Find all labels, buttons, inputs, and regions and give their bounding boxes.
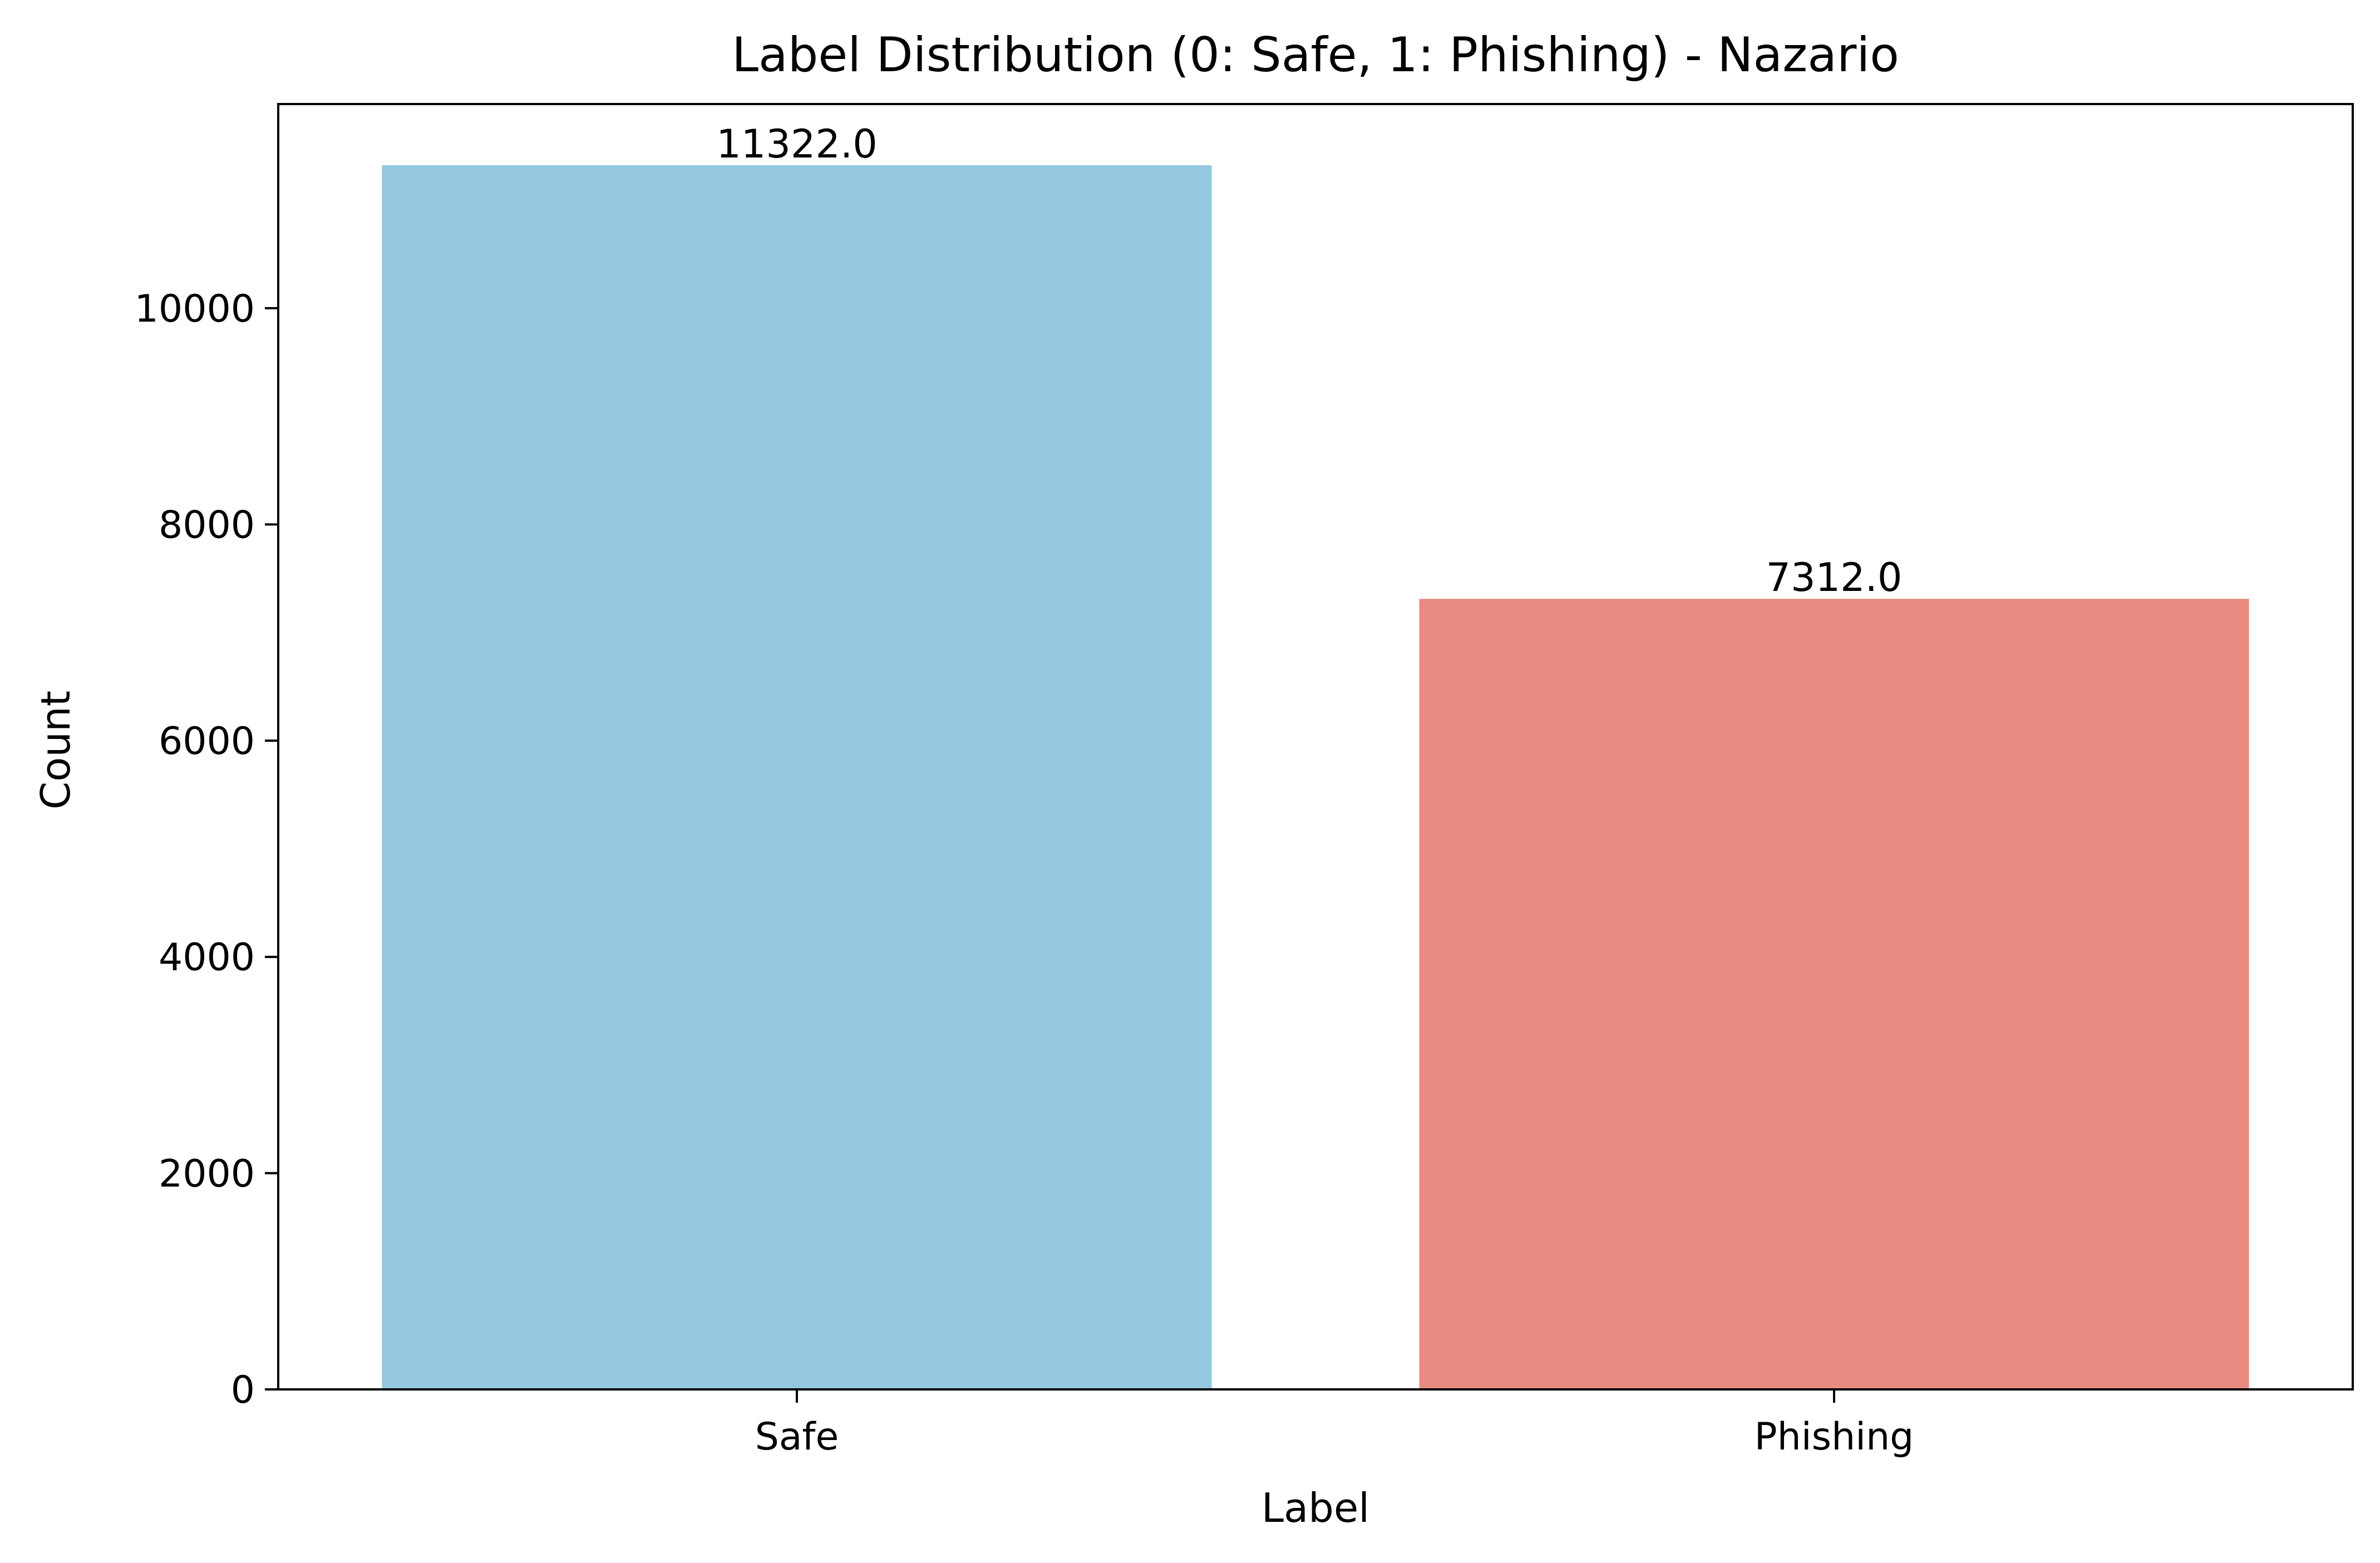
data-label-safe: 11322.0 [716,121,877,167]
chart-title: Label Distribution (0: Safe, 1: Phishing… [732,27,1899,83]
bar-phishing [1419,599,2249,1389]
y-axis-ticks: 0 2000 4000 6000 8000 10000 [135,287,278,1412]
bars-group [382,165,2249,1390]
y-tick-label: 8000 [159,503,255,547]
plot-frame [277,103,2354,1391]
data-labels-group: 11322.0 7312.0 [716,121,1902,600]
x-tick-label-safe: Safe [755,1415,839,1459]
x-axis-label: Label [1262,1485,1369,1531]
data-label-phishing: 7312.0 [1766,555,1903,600]
y-tick-label: 10000 [135,287,255,331]
y-axis-label: Count [32,691,79,810]
bar-safe [382,165,1212,1390]
y-tick-label: 0 [231,1368,255,1412]
y-tick-label: 4000 [159,936,255,980]
y-tick-label: 2000 [159,1152,255,1196]
x-axis-ticks: Safe Phishing [755,1389,1914,1459]
x-tick-label-phishing: Phishing [1755,1415,1914,1459]
y-tick-label: 6000 [159,719,255,763]
